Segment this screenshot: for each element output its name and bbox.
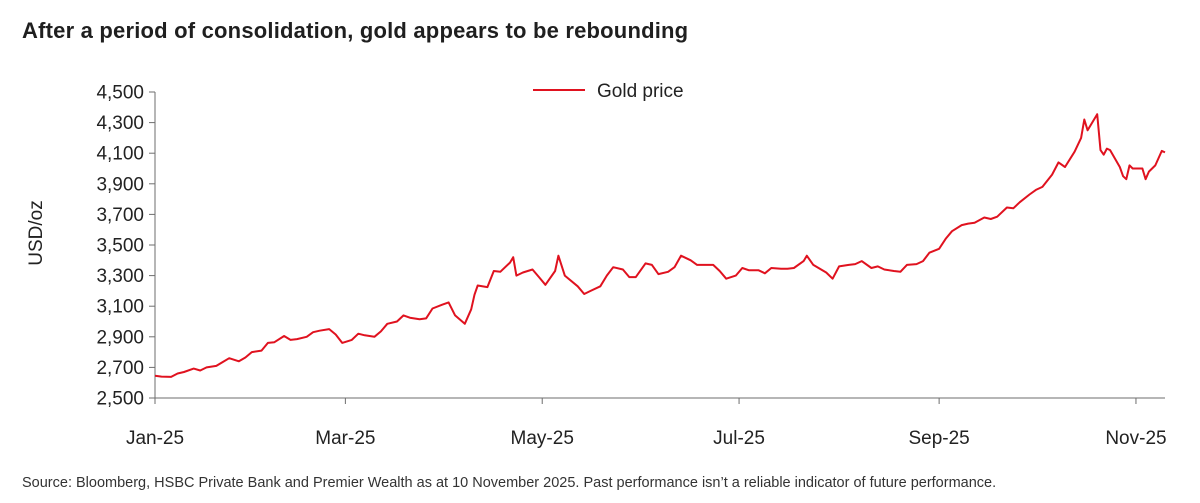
series-line-gold-price xyxy=(154,113,1166,378)
x-axis: Jan-25 Mar-25 May-25 Jul-25 Sep-25 Nov-25 xyxy=(126,397,1167,449)
y-axis: 2,500 2,700 2,900 3,100 3,300 3,500 3,700 3,900… xyxy=(96,83,156,410)
y-axis-label: USD/oz xyxy=(26,200,47,265)
y-tick-label: 3,700 xyxy=(96,205,144,226)
y-tick-label: 2,500 xyxy=(96,389,144,410)
y-tick-label: 4,100 xyxy=(96,144,144,165)
x-tick-label: Nov-25 xyxy=(1105,428,1166,449)
y-tick-label: 3,500 xyxy=(96,236,144,257)
y-tick-label: 4,300 xyxy=(96,113,144,134)
x-tick-label: Jul-25 xyxy=(713,428,765,449)
x-tick-label: Jan-25 xyxy=(126,428,184,449)
legend: Gold price xyxy=(533,81,684,102)
y-tick-label: 4,500 xyxy=(96,83,144,104)
y-tick-label: 3,300 xyxy=(96,266,144,287)
x-tick-label: May-25 xyxy=(511,428,574,449)
source-note: Source: Bloomberg, HSBC Private Bank and… xyxy=(22,475,997,491)
x-tick-label: Mar-25 xyxy=(315,428,375,449)
y-tick-label: 3,100 xyxy=(96,297,144,318)
y-tick-label: 2,700 xyxy=(96,358,144,379)
chart-title: After a period of consolidation, gold ap… xyxy=(22,18,689,43)
legend-label-gold-price: Gold price xyxy=(597,81,684,102)
y-tick-label: 3,900 xyxy=(96,174,144,195)
y-tick-label: 2,900 xyxy=(96,327,144,348)
x-tick-label: Sep-25 xyxy=(908,428,969,449)
